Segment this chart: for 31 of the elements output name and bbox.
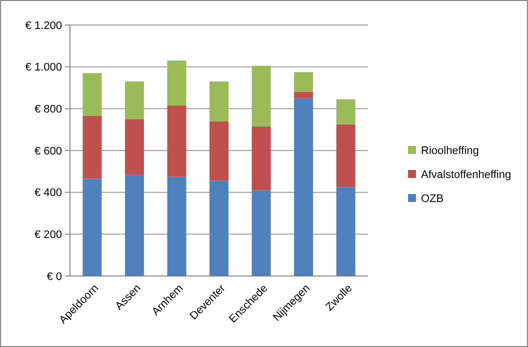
bar xyxy=(336,187,356,276)
bar xyxy=(209,180,229,276)
bar xyxy=(209,81,229,122)
y-tick-label: € 1.000 xyxy=(25,62,62,74)
bar xyxy=(252,126,271,190)
bar xyxy=(294,92,314,98)
y-tick-label: € 200 xyxy=(34,229,62,242)
bar xyxy=(209,121,229,181)
bar xyxy=(82,178,102,276)
bar xyxy=(167,60,186,106)
bar xyxy=(294,98,314,276)
bar xyxy=(82,116,102,179)
legend-label: Afvalstoffenheffing xyxy=(421,168,512,181)
legend-label: Rioolheffing xyxy=(421,144,479,157)
bar xyxy=(124,119,144,175)
y-tick-label: € 0 xyxy=(46,270,62,283)
bar xyxy=(252,66,271,126)
y-tick-label: € 600 xyxy=(34,145,62,158)
legend-label: OZB xyxy=(421,192,444,205)
y-tick-label: € 1.200 xyxy=(25,20,62,32)
y-tick-label: € 400 xyxy=(34,187,62,200)
bar xyxy=(336,99,356,124)
bar xyxy=(252,190,271,276)
bar xyxy=(336,124,356,188)
bar xyxy=(167,106,186,177)
y-tick-label: € 800 xyxy=(34,104,62,116)
bar xyxy=(124,174,144,276)
bar xyxy=(167,176,186,276)
bar xyxy=(294,72,314,92)
bar xyxy=(82,73,102,116)
bar xyxy=(124,81,144,120)
